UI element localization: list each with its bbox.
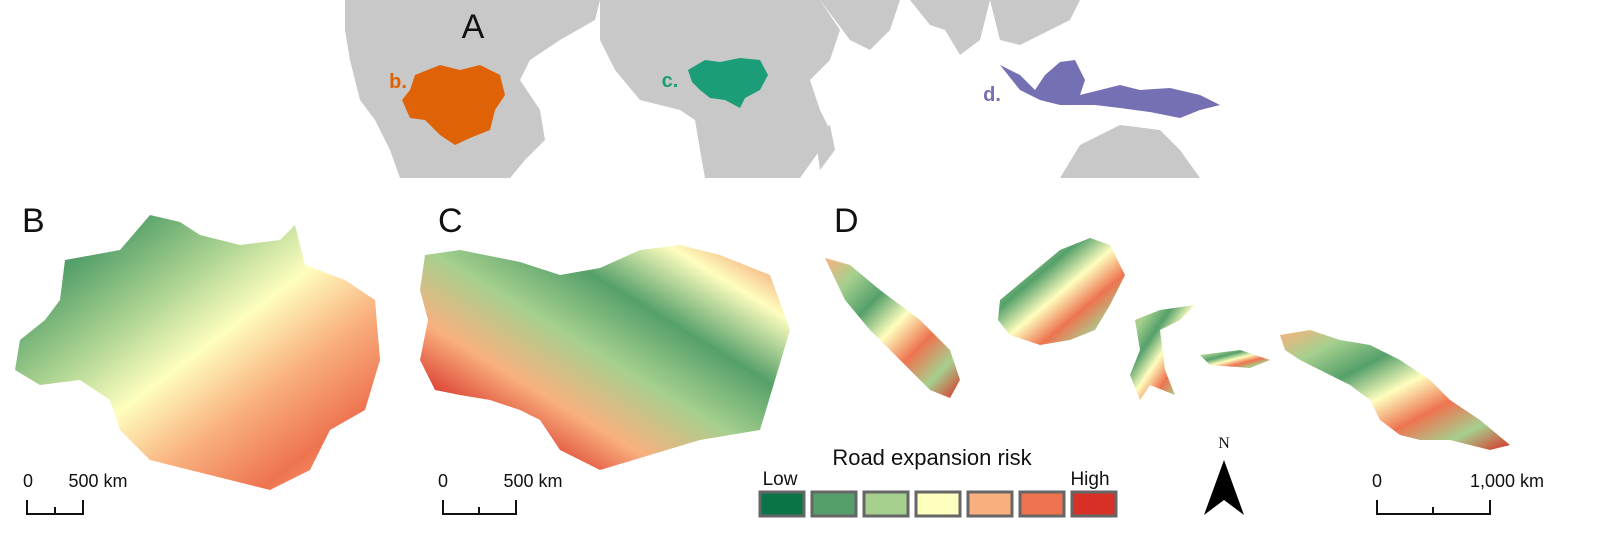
scale-label: 0 [23, 471, 33, 491]
risk-map [15, 215, 380, 490]
scale-label: 500 km [68, 471, 127, 491]
risk-map [825, 258, 960, 398]
panel-label: C [438, 202, 463, 240]
legend-swatch [758, 490, 806, 518]
legend-swatch [862, 490, 910, 518]
legend-title: Road expansion risk [832, 445, 1032, 470]
land [990, 0, 1080, 45]
region-label: b. [389, 71, 407, 93]
panel-c: C 0 500 km [420, 202, 790, 515]
scale-bar [1376, 500, 1491, 515]
land [815, 125, 835, 170]
legend-swatch [810, 490, 858, 518]
scale-label: 500 km [503, 471, 562, 491]
scale-label: 0 [1372, 471, 1382, 491]
panel-d: D 0 1,000 km [825, 202, 1544, 515]
scale-label: 1,000 km [1470, 471, 1544, 491]
land [1060, 125, 1200, 178]
scale-bar [442, 500, 517, 515]
region-shape [688, 58, 768, 108]
panel-b: B 0 500 km [15, 202, 380, 515]
region-shape [402, 65, 505, 145]
risk-map [1130, 305, 1195, 400]
north-label: N [1218, 435, 1230, 452]
legend-swatch [1070, 490, 1118, 518]
legend: Road expansion risk Low High [758, 445, 1118, 518]
north-arrow-shape [1204, 460, 1244, 515]
risk-map [420, 245, 790, 470]
land [820, 0, 900, 50]
north-arrow: N [1204, 435, 1244, 515]
land [910, 0, 990, 55]
scale-label: 0 [438, 471, 448, 491]
region-shape [1000, 60, 1220, 118]
panel-label: D [834, 202, 859, 240]
risk-map [1280, 330, 1510, 450]
legend-swatch [966, 490, 1014, 518]
legend-swatch [1018, 490, 1066, 518]
legend-high: High [1070, 469, 1109, 490]
risk-map [1200, 350, 1270, 368]
overview-map: A b. c. d. [345, 0, 1220, 178]
legend-low: Low [763, 469, 798, 490]
region-label: c. [662, 70, 679, 92]
scale-bar [26, 500, 84, 515]
risk-map [998, 238, 1125, 345]
region-label: d. [983, 84, 1001, 106]
panel-label: B [22, 202, 45, 240]
panel-label: A [462, 8, 485, 46]
legend-swatch [914, 490, 962, 518]
